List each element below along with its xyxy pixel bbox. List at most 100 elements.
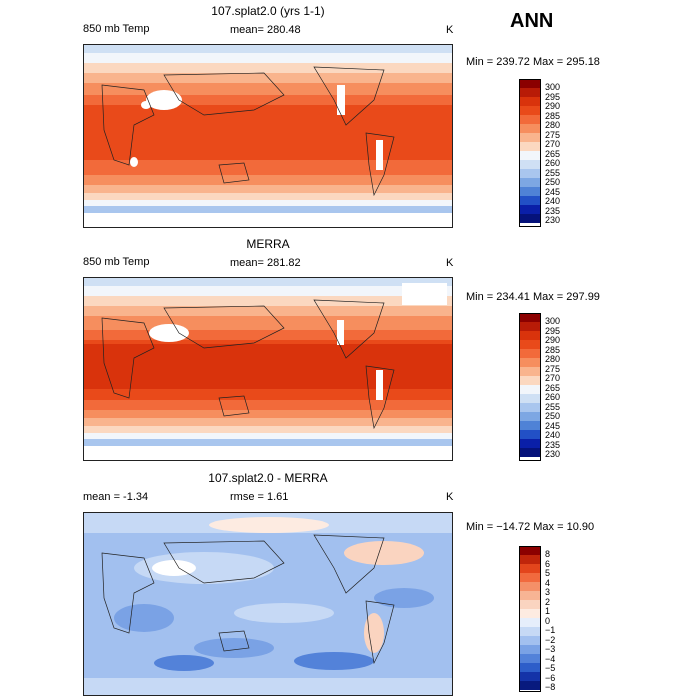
panel2-cbar-seg [520, 322, 540, 331]
panel2-cbar-seg [520, 331, 540, 340]
panel3-map [83, 512, 453, 696]
panel3-tick: 5 [545, 568, 551, 578]
panel3-tick: −8 [545, 682, 556, 692]
panel3-cbar-seg [520, 564, 540, 573]
panel3-colorbar-ticks: 8 6 5 4 3 2 1 0 −1 −2 −3 −4 −5 −6 −8 [545, 549, 556, 693]
panel2-cbar-seg [520, 421, 540, 430]
panel3-tick: 0 [545, 615, 551, 626]
panel1-tick: 285 [545, 110, 561, 121]
panel1-colorbar-ticks: 300 295 290 285 280 275 270 265 260 255 … [545, 82, 561, 226]
panel3-tick: 3 [545, 587, 551, 597]
panel1-mean: mean= 280.48 [230, 24, 301, 36]
panel2-title: MERRA [246, 237, 290, 251]
panel1-tick: 255 [545, 167, 561, 178]
panel2-cbar-seg [520, 376, 540, 385]
panel3-minmax: Min = −14.72 Max = 10.90 [466, 521, 595, 533]
panel1-tick: 240 [545, 196, 561, 206]
panel2-variable: 850 mb Temp [83, 256, 150, 268]
panel3-cbar-seg [520, 609, 540, 618]
panel1-field [84, 45, 452, 227]
panel3-cbar-seg [520, 627, 540, 636]
panel2-cbar-seg [520, 349, 540, 358]
panel1-colorbar [519, 79, 541, 227]
panel1-tick: 295 [545, 91, 561, 102]
season-label: ANN [510, 10, 554, 32]
panel1-cbar-seg [520, 205, 540, 214]
panel3-cbar-seg [520, 672, 540, 681]
panel3-cbar-seg [520, 591, 540, 600]
panel1-tick: 280 [545, 120, 561, 130]
panel3-cbar-seg [520, 582, 540, 591]
panel1-tick: 250 [545, 177, 561, 187]
panel2-cbar-seg [520, 314, 540, 322]
panel3-tick: −4 [545, 653, 556, 664]
panel3-tick: −1 [545, 625, 556, 635]
panel3-cbar-seg [520, 636, 540, 645]
panel2-tick: 300 [545, 316, 561, 326]
panel1-map [83, 44, 453, 228]
panel3-tick: 6 [545, 558, 551, 569]
panel2-tick: 240 [545, 430, 561, 440]
panel3-cbar-seg [520, 600, 540, 609]
panel1-tick: 270 [545, 139, 561, 149]
panel3-tick: 1 [545, 606, 551, 616]
panel3-cbar-seg [520, 654, 540, 663]
panel3-cbar-seg [520, 618, 540, 627]
panel1-cbar-seg [520, 115, 540, 124]
panel2-tick: 290 [545, 335, 561, 345]
panel3-tick: −3 [545, 644, 556, 654]
panel3-cbar-seg [520, 573, 540, 582]
panel2-mean: mean= 281.82 [230, 257, 301, 269]
panel1-cbar-seg [520, 160, 540, 169]
panel1-tick: 275 [545, 129, 561, 140]
panel2-cbar-seg [520, 412, 540, 421]
panel1-minmax: Min = 239.72 Max = 295.18 [466, 56, 600, 68]
panel3-title: 107.splat2.0 - MERRA [208, 471, 328, 485]
panel1-tick: 235 [545, 205, 561, 216]
panel2-tick: 280 [545, 354, 561, 364]
panel1-tick: 260 [545, 158, 561, 168]
panel3-tick: −2 [545, 634, 556, 645]
panel2-cbar-seg [520, 340, 540, 349]
panel2-cbar-seg [520, 385, 540, 394]
panel1-tick: 230 [545, 215, 561, 225]
panel2-cbar-seg [520, 403, 540, 412]
panel1-variable: 850 mb Temp [83, 23, 150, 35]
panel1-units: K [446, 24, 454, 36]
panel2-tick: 270 [545, 373, 561, 383]
panel3-tick: −5 [545, 663, 556, 673]
panel2-tick: 255 [545, 401, 561, 412]
panel2-cbar-seg [520, 448, 540, 457]
panel2-field [84, 278, 452, 460]
panel3-mean: mean = -1.34 [83, 491, 149, 503]
panel1-cbar-seg [520, 169, 540, 178]
panel1-tick: 290 [545, 101, 561, 111]
panel2-cbar-seg [520, 358, 540, 367]
panel1-cbar-seg [520, 214, 540, 223]
panel1-cbar-seg [520, 97, 540, 106]
panel1-cbar-seg [520, 80, 540, 88]
panel2-tick: 285 [545, 344, 561, 355]
panel1-cbar-seg [520, 178, 540, 187]
panel2-tick: 275 [545, 363, 561, 374]
panel2-cbar-seg [520, 430, 540, 439]
panel2-colorbar [519, 313, 541, 461]
panel2-minmax: Min = 234.41 Max = 297.99 [466, 291, 600, 303]
panel2-cbar-seg [520, 367, 540, 376]
panel1-cbar-seg [520, 196, 540, 205]
panel2-cbar-seg [520, 394, 540, 403]
panel3-tick: 2 [545, 596, 551, 607]
panel1-cbar-seg [520, 133, 540, 142]
panel1-cbar-seg [520, 187, 540, 196]
panel2-tick: 250 [545, 411, 561, 421]
panel2-map [83, 277, 453, 461]
panel1-cbar-seg [520, 124, 540, 133]
panel3-cbar-seg [520, 681, 540, 690]
panel3-tick: −6 [545, 672, 556, 683]
panel2-tick: 295 [545, 325, 561, 336]
panel2-tick: 265 [545, 382, 561, 393]
panel3-cbar-seg [520, 547, 540, 555]
panel3-cbar-seg [520, 555, 540, 564]
panel3-rmse: rmse = 1.61 [230, 491, 289, 503]
panel1-cbar-seg [520, 106, 540, 115]
